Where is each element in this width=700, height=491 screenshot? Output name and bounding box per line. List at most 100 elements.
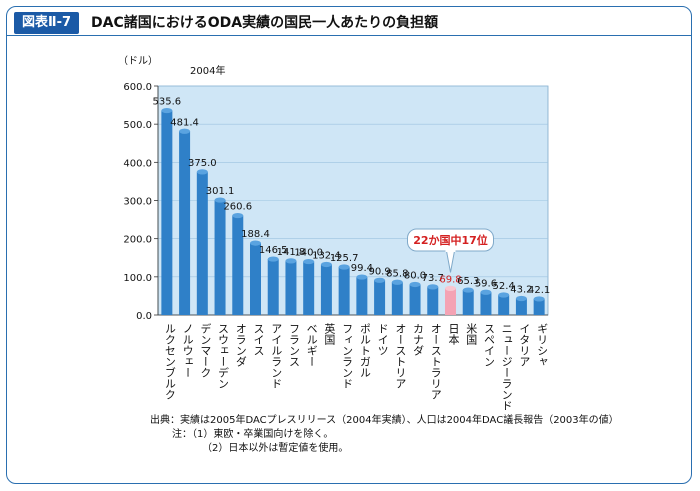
data-label: 69.8	[439, 274, 461, 285]
bar	[391, 282, 403, 315]
source-note: 出典：実績は2005年DACプレスリリース（2004年実績）、人口は2004年D…	[150, 415, 619, 426]
category-label: カナダ	[412, 323, 425, 356]
bar	[445, 288, 456, 315]
bar-cap	[214, 197, 226, 203]
bar-cap	[267, 256, 279, 262]
figure-number-badge: 図表Ⅱ-7	[14, 12, 80, 34]
data-label: 140.0	[294, 248, 323, 259]
bar-cap	[391, 279, 403, 285]
bar-cap	[374, 277, 386, 283]
category-label: スイス	[252, 323, 265, 356]
category-label: ドイツ	[376, 323, 389, 356]
bar-cap	[427, 284, 439, 290]
category-label: フランス	[287, 323, 300, 367]
data-label: 188.4	[241, 229, 270, 240]
category-label: ノルウェー	[181, 323, 194, 378]
data-label: 125.7	[330, 253, 359, 264]
bar-cap	[250, 240, 261, 246]
data-label: 80.0	[404, 270, 426, 281]
note-2: （2）日本以外は暫定値を使用。	[202, 443, 349, 454]
bar-cap	[356, 274, 368, 280]
y-tick-label: 600.0	[123, 82, 152, 93]
data-label: 132.4	[312, 250, 341, 261]
category-label: デンマーク	[199, 322, 212, 378]
bar	[267, 259, 279, 315]
data-label: 90.9	[368, 266, 390, 277]
bar	[427, 286, 439, 315]
category-label: ポルトガル	[358, 323, 371, 378]
category-label: スウェーデン	[217, 323, 230, 389]
category-label: フィンランド	[341, 323, 354, 389]
callout-joint	[445, 249, 456, 252]
bar-cap	[498, 292, 510, 298]
data-label: 59.6	[475, 278, 497, 289]
y-unit-label: （ドル）	[118, 55, 158, 67]
data-label: 141.8	[277, 247, 306, 258]
bar-cap	[232, 212, 244, 219]
bar	[320, 264, 332, 315]
bar-cap	[338, 264, 350, 270]
data-label: 99.4	[351, 263, 373, 274]
bar-cap	[179, 128, 191, 134]
category-label: 日本	[447, 323, 460, 346]
data-label: 146.5	[259, 245, 288, 256]
bar	[232, 215, 244, 315]
bar	[285, 260, 297, 315]
data-label: 52.4	[493, 281, 515, 292]
bar-cap	[515, 295, 527, 302]
y-tick-label: 100.0	[123, 273, 152, 284]
y-tick-label: 0.0	[136, 311, 152, 322]
data-label: 481.4	[170, 117, 199, 128]
bar-cap	[462, 287, 474, 293]
bar-cap	[285, 258, 297, 264]
data-label: 375.0	[188, 158, 217, 169]
bar	[356, 277, 368, 315]
bar	[338, 267, 350, 315]
category-label: ベルギー	[305, 323, 318, 367]
bar	[250, 243, 261, 315]
data-label: 260.6	[223, 202, 252, 213]
year-label: 2004年	[190, 64, 225, 77]
y-tick-label: 300.0	[123, 197, 152, 208]
bar	[515, 298, 527, 315]
category-label: スペイン	[482, 323, 495, 367]
bar-cap	[409, 281, 421, 288]
figure-title: DAC諸国におけるODA実績の国民一人あたりの負担額	[91, 15, 439, 31]
category-label: 英国	[323, 322, 336, 346]
bar-cap	[196, 169, 208, 175]
bar-cap	[320, 261, 332, 268]
note-1: 注：（1）東欧・卒業国向けを除く。	[172, 429, 334, 440]
y-tick-label: 400.0	[123, 158, 152, 169]
footnotes: 出典：実績は2005年DACプレスリリース（2004年実績）、人口は2004年D…	[150, 414, 619, 456]
data-label: 85.8	[386, 268, 408, 279]
data-label: 535.6	[153, 97, 182, 108]
bar	[196, 171, 208, 315]
category-label: イタリア	[518, 323, 531, 367]
bar	[533, 298, 545, 315]
data-label: 65.3	[457, 276, 479, 287]
category-label: アイルランド	[270, 323, 283, 389]
bar-cap	[161, 107, 173, 114]
bar	[498, 295, 510, 315]
bar	[374, 280, 386, 315]
category-label: ルクセンブルク	[163, 323, 176, 400]
category-label: ギリシャ	[536, 323, 549, 367]
data-label: 73.7	[422, 273, 444, 284]
data-label: 42.1	[528, 285, 550, 296]
bar-chart: （ドル） 2004年 0.0 100.0 200.0 300.0 400.0 500.0 6…	[118, 55, 550, 410]
data-label: 301.1	[206, 186, 235, 197]
bar-cap	[480, 289, 492, 295]
bar	[179, 131, 191, 315]
bar	[480, 292, 492, 315]
bar-cap	[445, 285, 456, 291]
category-label: オーストラリア	[429, 323, 442, 400]
bar	[161, 110, 173, 315]
bar	[214, 200, 226, 315]
category-label: オランダ	[234, 323, 247, 367]
category-label: オーストリア	[394, 323, 407, 389]
bar	[409, 284, 421, 315]
callout-text: 22か国中17位	[413, 233, 488, 247]
category-label: ニュージーランド	[500, 323, 513, 410]
bar-cap	[533, 296, 545, 302]
